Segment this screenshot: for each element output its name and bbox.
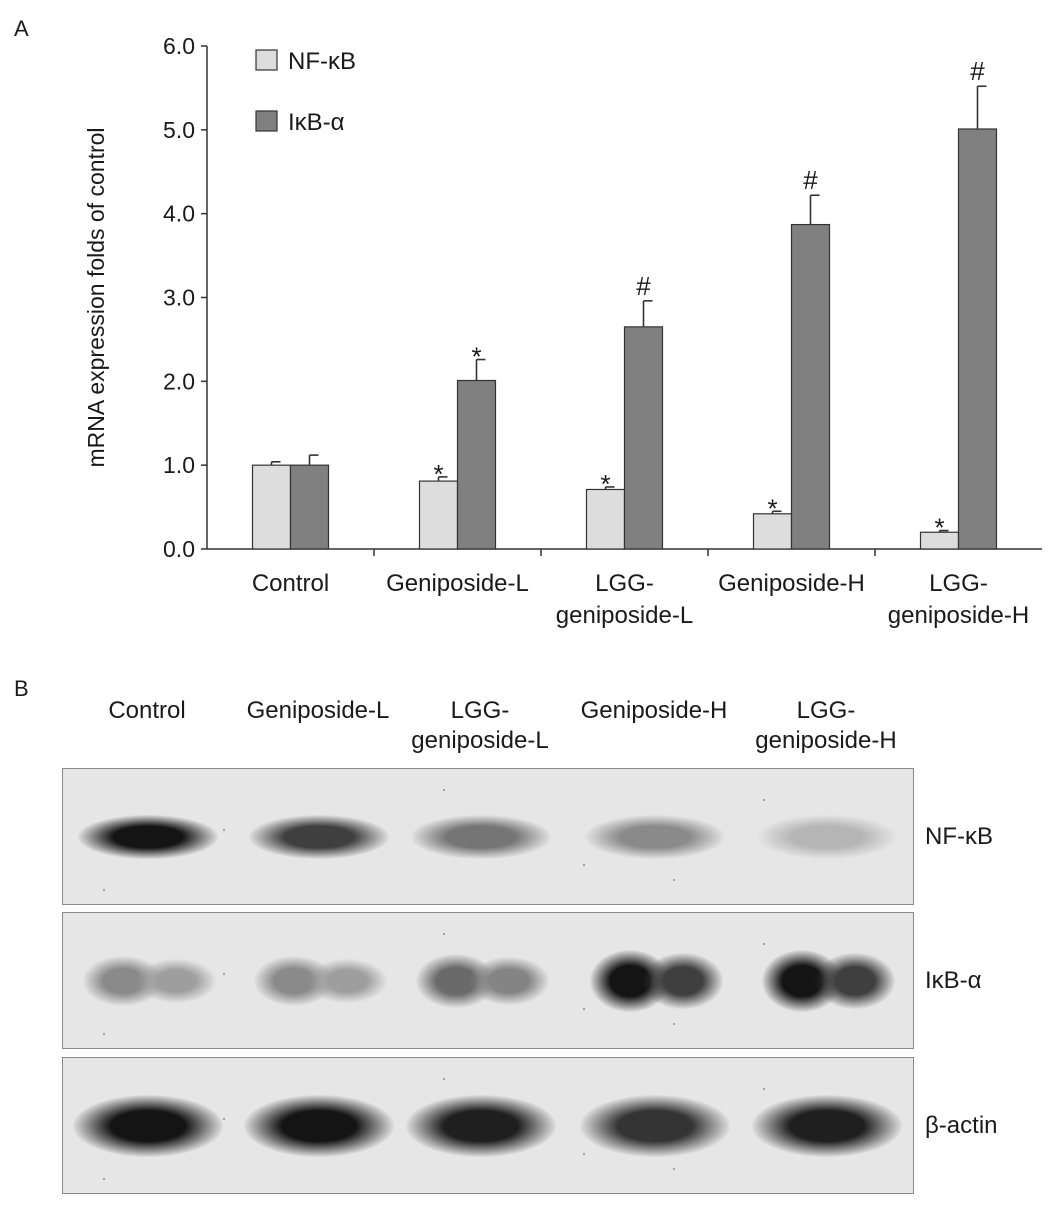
- blot-speck: [443, 789, 445, 791]
- blot-speck: [223, 829, 225, 831]
- y-tick-label: 4.0: [163, 201, 195, 227]
- significance-mark: *: [471, 342, 481, 372]
- blot-strip: [62, 1057, 914, 1194]
- blot-lane-label: LGG-geniposide-L: [411, 697, 549, 754]
- bar-ikba: [623, 326, 664, 550]
- significance-mark: #: [970, 56, 985, 86]
- bar-ikba: [790, 223, 831, 550]
- blot-strip: [62, 912, 914, 1049]
- blot-speck: [673, 1168, 675, 1170]
- y-tick-label: 2.0: [163, 368, 195, 394]
- blot-speck: [673, 879, 675, 881]
- bar-ikba: [456, 379, 497, 550]
- panel-a-label: A: [14, 16, 29, 41]
- y-axis-title: mRNA expression folds of control: [83, 127, 109, 467]
- blot-lane-label: Control: [108, 697, 186, 724]
- blot-band: [406, 1095, 556, 1157]
- blot-band: [73, 1095, 223, 1157]
- x-tick-label: Geniposide-H: [718, 570, 865, 597]
- blot-speck: [223, 973, 225, 975]
- significance-mark: *: [767, 493, 777, 523]
- blot-row-label: IκB-α: [925, 967, 982, 994]
- blot-band: [757, 815, 897, 859]
- blot-speck: [583, 864, 585, 866]
- y-tick-label: 6.0: [163, 33, 195, 59]
- y-tick-label: 3.0: [163, 285, 195, 311]
- blot-speck: [583, 1008, 585, 1010]
- x-tick-label: Geniposide-L: [386, 570, 529, 597]
- significance-mark: *: [600, 469, 610, 499]
- blot-row-label: β-actin: [925, 1112, 998, 1139]
- legend-label-nfkb: NF-κB: [288, 48, 356, 75]
- blot-speck: [583, 1153, 585, 1155]
- blot-band: [249, 815, 389, 859]
- y-tick-label: 1.0: [163, 452, 195, 478]
- x-tick-label: geniposide-H: [888, 602, 1029, 629]
- y-tick-label: 0.0: [163, 536, 195, 562]
- blot-band: [78, 815, 218, 859]
- blot-band: [307, 958, 387, 1004]
- blot-strip: [62, 768, 914, 905]
- blot-speck: [443, 1078, 445, 1080]
- blot-lane-label: Geniposide-L: [246, 697, 390, 724]
- significance-mark: #: [636, 271, 651, 301]
- x-tick-label: LGG-: [929, 570, 988, 597]
- x-tick-label: geniposide-L: [556, 602, 693, 629]
- legend-swatch-ikba: [255, 110, 278, 132]
- blot-lane-label: Geniposide-H: [580, 697, 728, 724]
- blot-speck: [763, 943, 765, 945]
- bar-chart: 0.0 1.0 2.0 3.0 4.0 5.0 6.0 mRNA expression fol…: [83, 33, 1042, 629]
- blot-speck: [763, 799, 765, 801]
- blot-speck: [103, 889, 105, 891]
- bar-nfkb: [251, 464, 292, 550]
- blot-band: [643, 953, 723, 1009]
- y-tick-label: 5.0: [163, 117, 195, 143]
- blot-lane-label: LGG-geniposide-H: [755, 697, 897, 754]
- blot-speck: [223, 1118, 225, 1120]
- blot-speck: [103, 1033, 105, 1035]
- blot-speck: [673, 1023, 675, 1025]
- blot-speck: [103, 1178, 105, 1180]
- legend-label-ikba: IκB-α: [288, 109, 345, 136]
- blot-band: [580, 1095, 730, 1157]
- blot-row-label: NF-κB: [925, 823, 993, 850]
- blot-band: [469, 957, 549, 1005]
- blot-band: [585, 815, 725, 859]
- blot-band: [244, 1095, 394, 1157]
- x-tick-label: LGG-: [595, 570, 654, 597]
- legend-swatch-nfkb: [255, 49, 278, 71]
- blot-speck: [443, 933, 445, 935]
- blot-band: [411, 815, 551, 859]
- bar-ikba: [957, 128, 998, 550]
- blot-speck: [763, 1088, 765, 1090]
- blot-band: [815, 953, 895, 1009]
- panel-b-label: B: [14, 676, 29, 701]
- significance-mark: #: [803, 165, 818, 195]
- blot-band: [136, 958, 216, 1004]
- significance-mark: *: [433, 459, 443, 489]
- blot-band: [752, 1095, 902, 1157]
- bar-ikba: [289, 464, 330, 550]
- bar-nfkb: [418, 480, 459, 550]
- x-tick-label: Control: [252, 570, 329, 597]
- significance-mark: *: [934, 513, 944, 543]
